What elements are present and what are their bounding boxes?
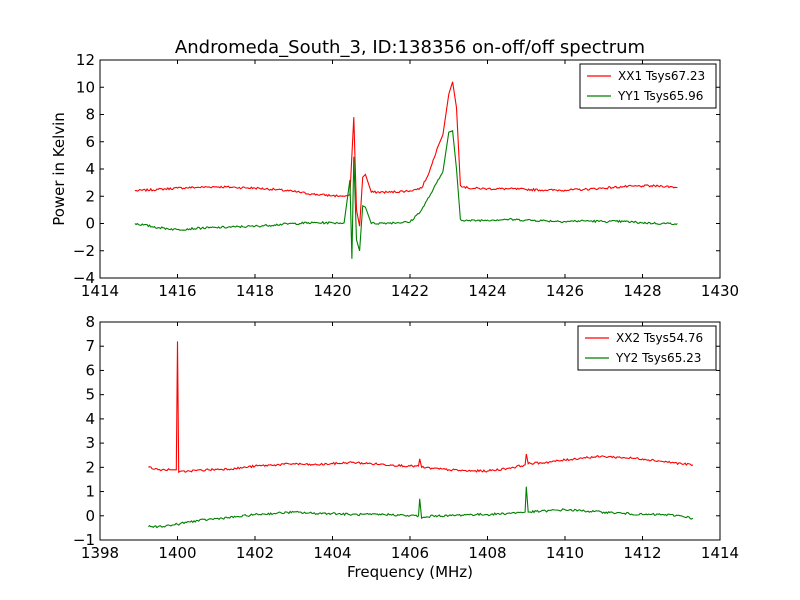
- series-line-xx-panel-2: [148, 341, 694, 474]
- y-tick-label: 1: [85, 483, 95, 501]
- y-tick-label: 3: [85, 434, 95, 452]
- series-line-yy-panel-2: [148, 486, 694, 529]
- legend-entry: YY2 Tsys65.23: [615, 351, 701, 365]
- chart-title: Andromeda_South_3, ID:138356 on-off/off …: [175, 37, 645, 58]
- y-tick-label: 2: [85, 458, 95, 476]
- x-axis-label: Frequency (MHz): [347, 563, 473, 581]
- y-tick-label: 4: [85, 160, 95, 178]
- y-tick-label: 5: [85, 386, 95, 404]
- legend-box-panel-2: [577, 325, 717, 371]
- x-tick-label: 1416: [158, 282, 196, 300]
- y-tick-label: 0: [85, 507, 95, 525]
- y-tick-label: 8: [85, 106, 95, 124]
- top-plot-panel: 1414 1416 1418 1420 1422 1424 1426 1428 1430 −4 −2…: [73, 51, 739, 300]
- y-tick-label: 7: [85, 337, 95, 355]
- x-tick-label: 1414: [81, 282, 119, 300]
- y-tick-label: 12: [76, 51, 95, 69]
- legend-entry: XX2 Tsys54.76: [616, 331, 703, 345]
- x-tick-label: 1412: [623, 544, 661, 562]
- x-tick-label: 1406: [391, 544, 429, 562]
- x-tick-label: 1402: [236, 544, 274, 562]
- y-tick-label: 6: [85, 133, 95, 151]
- legend-entry: YY1 Tsys65.96: [617, 89, 703, 103]
- x-tick-label: 1400: [158, 544, 196, 562]
- x-tick-label: 1420: [313, 282, 351, 300]
- legend-entry: XX1 Tsys67.23: [618, 69, 705, 83]
- x-tick-label: 1418: [236, 282, 274, 300]
- y-tick-label: −4: [73, 269, 95, 287]
- y-tick-label: 4: [85, 410, 95, 428]
- y-tick-label: −1: [73, 531, 95, 549]
- x-tick-label: 1422: [391, 282, 429, 300]
- series-line-yy-panel-1: [134, 130, 678, 259]
- x-tick-label: 1410: [546, 544, 584, 562]
- x-tick-label: 1424: [468, 282, 506, 300]
- x-tick-label: 1428: [623, 282, 661, 300]
- y-axis-label: Power in Kelvin: [50, 112, 68, 226]
- bottom-plot-panel: 1398 1400 1402 1404 1406 1408 1410 1412 1414 −1 0 1…: [73, 313, 739, 562]
- y-tick-label: −2: [73, 242, 95, 260]
- x-tick-label: 1414: [701, 544, 739, 562]
- legend-box-panel-1: [579, 63, 717, 109]
- y-tick-label: 8: [85, 313, 95, 331]
- x-tick-label: 1430: [701, 282, 739, 300]
- x-tick-label: 1404: [313, 544, 351, 562]
- series-line-xx-panel-1: [134, 81, 678, 227]
- x-tick-label: 1398: [81, 544, 119, 562]
- y-tick-label: 10: [76, 78, 95, 96]
- x-tick-label: 1426: [546, 282, 584, 300]
- y-tick-label: 2: [85, 187, 95, 205]
- y-tick-label: 6: [85, 361, 95, 379]
- y-tick-label: 0: [85, 215, 95, 233]
- x-tick-label: 1408: [468, 544, 506, 562]
